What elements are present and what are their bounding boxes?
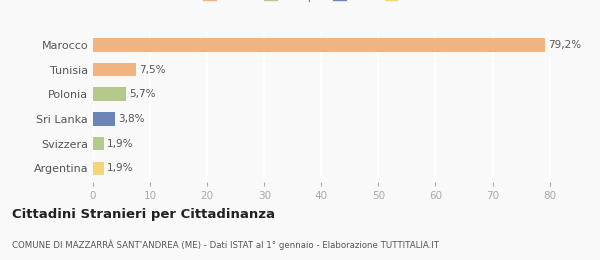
- Bar: [93, 161, 104, 175]
- Text: 1,9%: 1,9%: [107, 139, 134, 149]
- Legend: Africa, Europa, Asia, America: Africa, Europa, Asia, America: [203, 0, 451, 2]
- Text: 5,7%: 5,7%: [129, 89, 155, 99]
- Bar: [93, 112, 115, 126]
- Bar: [93, 38, 545, 52]
- Text: COMUNE DI MAZZARRÀ SANT'ANDREA (ME) - Dati ISTAT al 1° gennaio - Elaborazione TU: COMUNE DI MAZZARRÀ SANT'ANDREA (ME) - Da…: [12, 239, 439, 250]
- Text: 3,8%: 3,8%: [118, 114, 145, 124]
- Text: 7,5%: 7,5%: [139, 64, 166, 75]
- Text: 1,9%: 1,9%: [107, 163, 134, 173]
- Text: Cittadini Stranieri per Cittadinanza: Cittadini Stranieri per Cittadinanza: [12, 208, 275, 221]
- Text: 79,2%: 79,2%: [548, 40, 581, 50]
- Bar: [93, 63, 136, 76]
- Bar: [93, 137, 104, 151]
- Bar: [93, 87, 125, 101]
